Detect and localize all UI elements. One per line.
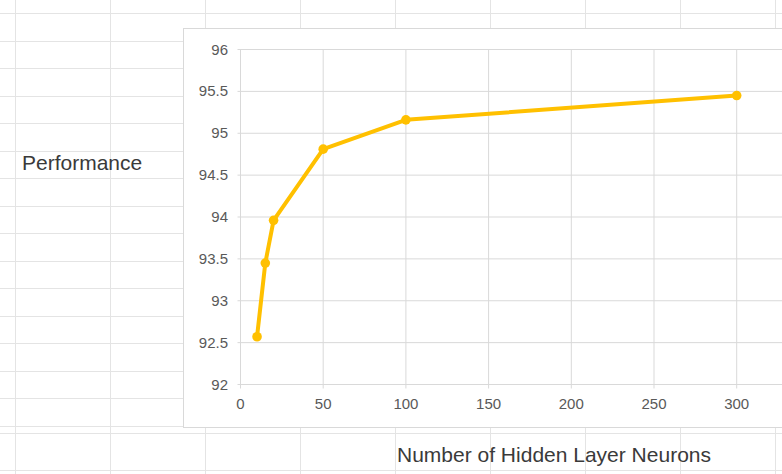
y-tick-label: 93.5 [199, 250, 228, 267]
y-tick-label: 94 [211, 208, 228, 225]
y-tick-label: 93 [211, 292, 228, 309]
data-point-marker [261, 258, 271, 268]
x-tick-label: 100 [393, 395, 418, 412]
x-tick-label: 200 [559, 395, 584, 412]
y-tick-label: 95 [211, 124, 228, 141]
x-axis-title: Number of Hidden Layer Neurons [397, 443, 711, 467]
y-tick-label: 92.5 [199, 334, 228, 351]
spreadsheet-canvas: Performance 9292.59393.59494.59595.59605… [0, 0, 782, 474]
data-point-marker [252, 332, 262, 342]
x-tick-label: 300 [724, 395, 749, 412]
y-tick-label: 95.5 [199, 82, 228, 99]
y-tick-label: 92 [211, 376, 228, 393]
x-tick-label: 150 [476, 395, 501, 412]
x-tick-label: 50 [315, 395, 332, 412]
data-point-marker [401, 115, 411, 125]
x-tick-label: 0 [236, 395, 244, 412]
x-tick-label: 250 [641, 395, 666, 412]
y-tick-label: 94.5 [199, 166, 228, 183]
data-point-marker [732, 91, 742, 101]
line-chart-plot: 92 92.5 93 93.5 94 94.5 95 95.5 96 0 50 100 150 200 25… [0, 0, 782, 474]
data-point-marker [318, 144, 328, 154]
data-point-marker [269, 216, 279, 226]
y-tick-label: 96 [211, 41, 228, 58]
